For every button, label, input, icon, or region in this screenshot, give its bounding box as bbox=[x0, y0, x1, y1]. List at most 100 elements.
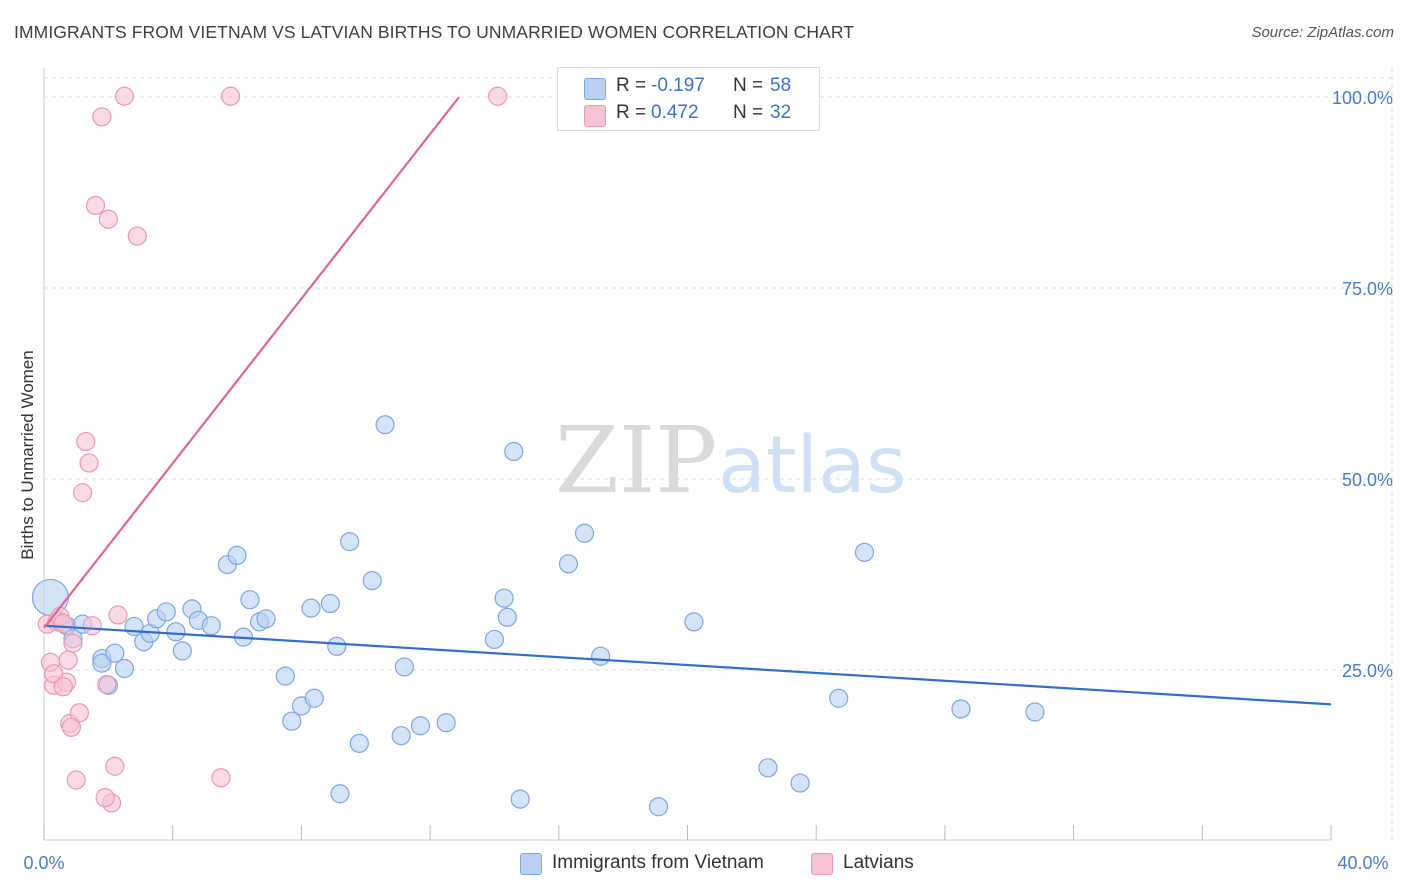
vietnam-point bbox=[574, 523, 595, 543]
bottom-legend-label-latvians: Latvians bbox=[843, 852, 914, 873]
bottom-legend-swatch-latvians bbox=[811, 853, 833, 875]
vietnam-point bbox=[758, 758, 778, 778]
vietnam-point bbox=[391, 726, 411, 746]
vietnam-point bbox=[558, 554, 579, 574]
latvians-point bbox=[95, 787, 115, 808]
latvians-point bbox=[79, 453, 99, 473]
latvians-point bbox=[61, 717, 81, 737]
latvians-point bbox=[44, 664, 64, 684]
latvians-point bbox=[114, 86, 135, 106]
y-tick-label: 50.0% bbox=[1342, 470, 1393, 490]
vietnam-point bbox=[1025, 702, 1045, 722]
vietnam-point bbox=[275, 666, 295, 686]
x-tick-label-max: 40.0% bbox=[1337, 853, 1388, 873]
latvians-point bbox=[53, 613, 73, 633]
latvians-point bbox=[76, 431, 96, 452]
vietnam-point bbox=[362, 571, 382, 591]
watermark-atlas: atlas bbox=[718, 421, 907, 511]
vietnam-point bbox=[340, 532, 360, 552]
vietnam-point bbox=[166, 622, 186, 642]
trend-line-vietnam bbox=[43, 624, 1332, 706]
vietnam-point bbox=[684, 612, 704, 632]
vietnam-point bbox=[327, 636, 347, 656]
vietnam-point bbox=[375, 415, 395, 435]
vietnam-point bbox=[436, 713, 456, 733]
latvians-point bbox=[211, 768, 231, 788]
x-tick-label-min: 0.0% bbox=[23, 853, 64, 873]
latvians-point bbox=[63, 633, 83, 653]
vietnam-point bbox=[510, 789, 530, 809]
latvians-point bbox=[105, 756, 125, 776]
latvians-point bbox=[82, 616, 102, 636]
legend-swatch-vietnam bbox=[584, 78, 606, 100]
vietnam-point bbox=[227, 545, 247, 566]
latvians-point bbox=[97, 674, 117, 695]
latvians-point bbox=[92, 107, 112, 127]
vietnam-point bbox=[504, 441, 524, 462]
legend-n-value: 58 bbox=[770, 75, 792, 96]
latvians-point bbox=[73, 483, 93, 503]
bottom-legend-label-vietnam: Immigrants from Vietnam bbox=[552, 852, 764, 873]
vietnam-point bbox=[854, 542, 875, 562]
vietnam-point bbox=[790, 773, 810, 793]
legend-n-label: N = bbox=[733, 102, 764, 123]
latvians-point bbox=[85, 195, 106, 216]
source-label: Source: ZipAtlas.com bbox=[1251, 24, 1394, 41]
latvians-point bbox=[66, 770, 86, 790]
legend-swatch-latvians bbox=[584, 105, 606, 127]
gridlines bbox=[44, 68, 1393, 840]
vietnam-point bbox=[484, 629, 505, 650]
latvians-point bbox=[53, 677, 73, 697]
vietnam-point bbox=[410, 716, 431, 736]
vietnam-point bbox=[829, 688, 849, 708]
vietnam-point bbox=[114, 658, 135, 679]
watermark-zip: ZIP bbox=[555, 407, 717, 514]
vietnam-point bbox=[172, 641, 192, 661]
y-tick-label: 75.0% bbox=[1342, 279, 1393, 299]
vietnam-point bbox=[320, 593, 340, 614]
vietnam-point bbox=[201, 616, 221, 636]
vietnam-point bbox=[494, 588, 514, 608]
latvians-point bbox=[488, 86, 508, 106]
vietnam-point bbox=[256, 609, 276, 629]
latvians-point bbox=[98, 209, 118, 229]
vietnam-point bbox=[240, 590, 260, 610]
vietnam-point bbox=[349, 733, 369, 753]
y-axis-label: Births to Unmarried Women bbox=[18, 350, 37, 559]
legend-n-label: N = bbox=[733, 75, 764, 96]
legend-r-label: R = bbox=[616, 75, 647, 96]
vietnam-point bbox=[648, 797, 669, 817]
y-tick-label: 25.0% bbox=[1342, 661, 1393, 681]
legend-r-label: R = bbox=[616, 102, 647, 123]
correlation-legend: R = -0.197 N = 58 R = 0.472 N = 32 bbox=[557, 67, 820, 131]
chart-title: IMMIGRANTS FROM VIETNAM VS LATVIAN BIRTH… bbox=[14, 22, 855, 42]
vietnam-point bbox=[497, 607, 517, 627]
y-tick-labels: 25.0% 50.0% 75.0% 100.0% bbox=[1332, 88, 1393, 681]
legend-r-value: -0.197 bbox=[651, 75, 705, 96]
latvians-point bbox=[221, 86, 241, 106]
vietnam-point bbox=[282, 711, 302, 731]
legend-r-value: 0.472 bbox=[651, 102, 699, 123]
latvians-point bbox=[127, 226, 147, 246]
vietnam-point bbox=[330, 784, 350, 804]
vietnam-point bbox=[92, 653, 112, 673]
vietnam-point bbox=[591, 646, 611, 666]
vietnam-point bbox=[105, 643, 125, 663]
legend-n-value: 32 bbox=[770, 102, 792, 123]
watermark: ZIP atlas bbox=[555, 407, 907, 514]
y-tick-label: 100.0% bbox=[1332, 88, 1393, 108]
latvians-point bbox=[69, 703, 89, 723]
series-latvians bbox=[37, 86, 508, 813]
vietnam-point bbox=[301, 598, 321, 618]
vietnam-point bbox=[156, 602, 176, 622]
trend-lines bbox=[43, 96, 1332, 706]
vietnam-point bbox=[304, 688, 324, 708]
trend-line-latvians bbox=[43, 96, 460, 629]
latvians-point bbox=[58, 650, 78, 670]
vietnam-point bbox=[394, 657, 414, 677]
x-axis-ticks bbox=[43, 825, 1332, 840]
vietnam-point bbox=[951, 699, 971, 719]
bottom-legend-swatch-vietnam bbox=[520, 853, 542, 875]
latvians-point bbox=[108, 605, 128, 625]
